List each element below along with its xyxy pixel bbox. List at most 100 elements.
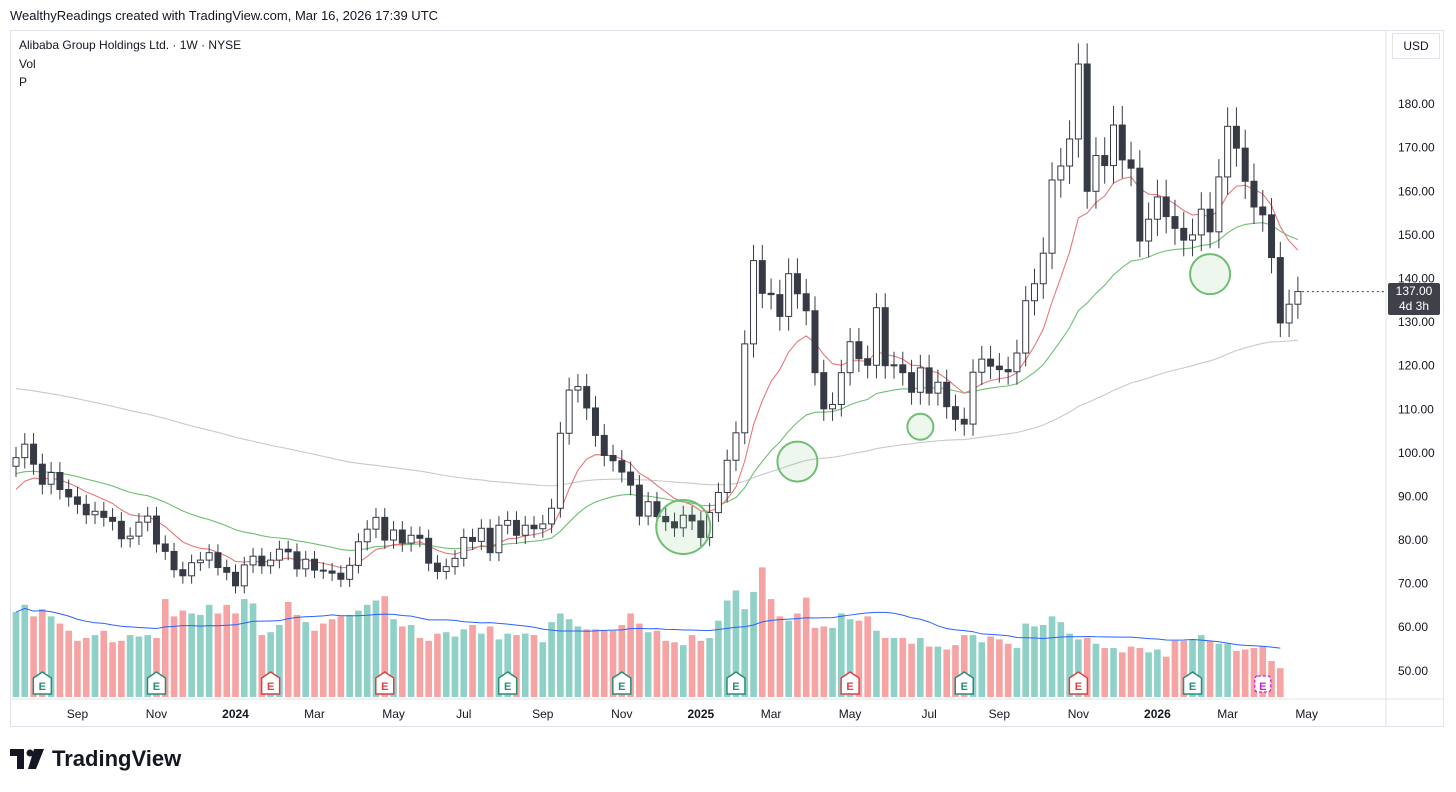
candle-body — [1180, 227, 1188, 241]
candle-body — [407, 534, 415, 544]
volume-bar — [205, 604, 213, 697]
candle-body — [240, 564, 248, 587]
candle-body — [188, 562, 196, 577]
candle-body — [1276, 257, 1284, 324]
tradingview-logo[interactable]: TradingView — [10, 746, 181, 772]
earnings-marker — [497, 671, 518, 695]
volume-bar — [100, 630, 108, 697]
candle-body — [1101, 155, 1109, 167]
volume-legend[interactable]: Vol — [19, 57, 36, 71]
volume-bar — [925, 646, 933, 697]
candle-body — [1224, 125, 1232, 178]
candle-body — [109, 516, 117, 522]
highlight-circle — [655, 498, 712, 555]
candle-body — [1136, 167, 1144, 242]
earnings-marker — [840, 671, 860, 695]
volume-bar — [873, 630, 880, 697]
volume-bar — [346, 614, 353, 697]
candle-body — [249, 555, 257, 566]
volume-bar — [1250, 648, 1258, 697]
volume-bar — [267, 632, 274, 697]
earnings-marker — [146, 671, 167, 695]
y-tick-label: 100.00 — [1398, 446, 1435, 460]
volume-bar — [565, 619, 573, 697]
candle-body — [925, 367, 933, 394]
candle-body — [381, 516, 389, 541]
candle-body — [653, 501, 661, 518]
earnings-marker-label: E — [618, 681, 625, 693]
volume-bar — [802, 597, 810, 697]
volume-bar — [425, 640, 432, 697]
highlight-circle — [776, 440, 819, 483]
x-tick-label: May — [1295, 707, 1318, 721]
volume-bar — [460, 629, 468, 697]
candle-body — [521, 524, 529, 536]
volume-bar — [671, 642, 678, 697]
candle-body — [100, 510, 108, 518]
symbol-legend[interactable]: Alibaba Group Holdings Ltd. · 1W · NYSE — [19, 38, 242, 52]
p-legend[interactable]: P — [19, 75, 28, 89]
candle-body — [354, 541, 362, 566]
highlight-circle — [1189, 253, 1232, 296]
earnings-marker-label: E — [504, 681, 511, 693]
volume-bar — [1057, 622, 1065, 697]
x-tick-label: Jul — [456, 707, 471, 721]
candle-body — [565, 389, 573, 434]
candle-body — [267, 559, 275, 567]
candle-body — [618, 460, 626, 473]
volume-bar — [969, 635, 977, 697]
volume-bar — [302, 622, 310, 697]
volume-bar — [399, 626, 406, 697]
candle-body — [951, 406, 959, 420]
volume-bar — [1092, 643, 1100, 697]
candle-body — [548, 507, 556, 525]
volume-bar — [987, 636, 994, 697]
earnings-marker — [726, 671, 746, 695]
candle-body — [969, 371, 977, 425]
volume-bar — [785, 620, 792, 697]
candle-body — [1162, 196, 1170, 218]
candle-body — [1013, 352, 1021, 373]
earnings-marker — [1254, 675, 1272, 693]
volume-bar — [943, 649, 950, 697]
earnings-marker-label: E — [1259, 681, 1266, 693]
volume-bar — [65, 630, 72, 697]
earnings-marker — [612, 671, 632, 695]
volume-bar — [1241, 649, 1249, 697]
volume-bar — [56, 623, 64, 697]
volume-bar — [732, 590, 740, 697]
volume-bar — [223, 604, 231, 697]
candle-body — [864, 358, 872, 366]
x-tick-label: May — [839, 707, 862, 721]
volume-bar — [1110, 648, 1117, 697]
volume-bar — [1101, 648, 1109, 697]
volume-bar — [820, 626, 828, 697]
volume-bar — [478, 633, 485, 697]
volume-bar — [434, 633, 441, 697]
candle-body — [802, 293, 810, 312]
candle-body — [152, 515, 160, 545]
volume-bar — [1013, 648, 1021, 697]
candle-body — [126, 535, 134, 540]
volume-bar — [741, 609, 749, 697]
candle-body — [820, 372, 828, 410]
candle-body — [908, 372, 916, 393]
candle-body — [960, 418, 968, 425]
last-price-tag: 137.00 4d 3h — [1388, 283, 1440, 315]
volume-bar — [249, 603, 257, 697]
volume-bar — [109, 642, 116, 697]
candle-body — [328, 570, 336, 574]
tradingview-logo-icon — [10, 749, 44, 769]
candle-body — [275, 548, 283, 561]
y-tick-label: 170.00 — [1398, 141, 1435, 155]
candle-body — [750, 260, 758, 345]
volume-bar — [890, 637, 898, 697]
volume-bar — [706, 637, 713, 697]
candle-body — [1268, 214, 1276, 259]
candle-body — [223, 567, 231, 573]
candle-body — [1127, 159, 1135, 169]
chart-frame[interactable] — [10, 30, 1444, 727]
currency-button[interactable]: USD — [1392, 33, 1440, 59]
volume-bar — [1127, 646, 1135, 697]
